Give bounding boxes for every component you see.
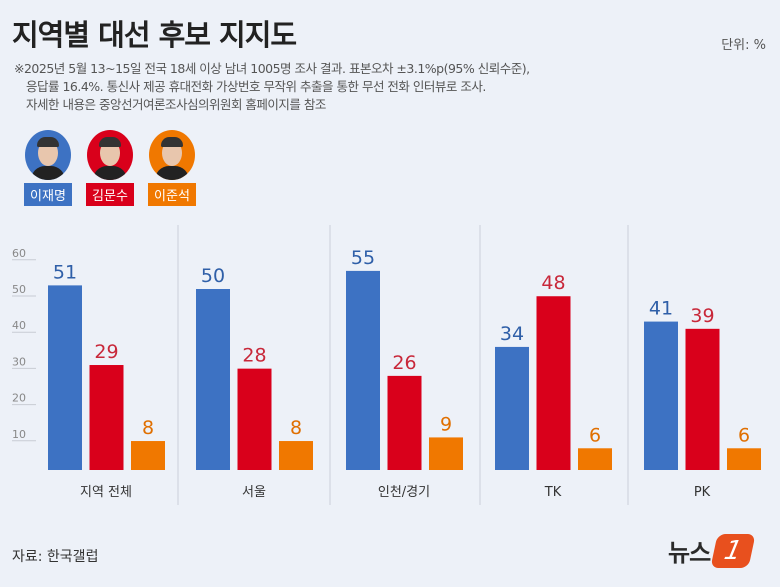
bar — [48, 285, 82, 470]
page-title: 지역별 대선 후보 지지도 — [12, 18, 297, 52]
category-label: PK — [694, 485, 711, 500]
data-label: 8 — [290, 417, 302, 439]
bar — [495, 346, 529, 470]
note-line: ※2025년 5월 13~15일 전국 18세 이상 남녀 1005명 조사 결… — [14, 61, 530, 76]
data-label: 41 — [649, 298, 673, 320]
y-tick-label: 50 — [12, 283, 26, 296]
category-label: 지역 전체 — [80, 485, 132, 500]
logo-text: 뉴스 — [668, 539, 711, 567]
legend-label: 김문수 — [86, 183, 134, 206]
data-label: 48 — [541, 272, 565, 294]
bar — [536, 296, 571, 470]
legend-label: 이준석 — [148, 183, 196, 206]
data-label: 34 — [500, 323, 524, 345]
candidate-photo — [25, 130, 71, 180]
category-label: 인천/경기 — [378, 485, 430, 500]
legend-item: 이재명 — [24, 130, 72, 206]
data-label: 29 — [94, 341, 118, 363]
bar — [685, 328, 720, 470]
bar — [578, 448, 612, 470]
bar — [387, 375, 422, 470]
y-tick-label: 30 — [12, 355, 26, 368]
category-label: 서울 — [242, 485, 266, 500]
unit-label: 단위: % — [721, 38, 766, 53]
news1-logo: 뉴스 1 — [668, 533, 756, 568]
candidate-photo — [149, 130, 195, 180]
legend-item: 이준석 — [148, 130, 196, 206]
bar — [279, 441, 313, 470]
bar — [131, 441, 165, 470]
legend-item: 김문수 — [86, 130, 134, 206]
source: 자료: 한국갤럽 — [12, 549, 99, 565]
category-label: TK — [544, 485, 562, 500]
y-tick-label: 10 — [12, 428, 26, 441]
bar — [727, 448, 761, 470]
bar — [89, 365, 124, 470]
data-label: 8 — [142, 417, 154, 439]
data-label: 51 — [53, 261, 77, 283]
survey-note: ※2025년 5월 13~15일 전국 18세 이상 남녀 1005명 조사 결… — [14, 60, 530, 114]
y-tick-label: 20 — [12, 392, 26, 405]
data-label: 26 — [392, 352, 416, 374]
data-label: 6 — [738, 424, 750, 446]
y-tick-label: 40 — [12, 319, 26, 332]
data-label: 6 — [589, 424, 601, 446]
logo-mark: 1 — [710, 533, 756, 568]
note-line: 응답률 16.4%. 통신사 제공 휴대전화 가상번호 무작위 추출을 통한 무… — [26, 79, 486, 94]
note-line: 자세한 내용은 중앙선거여론조사심의위원회 홈페이지를 참조 — [26, 97, 326, 112]
legend-label: 이재명 — [24, 183, 72, 206]
bar — [237, 368, 272, 470]
y-tick-label: 60 — [12, 247, 26, 260]
bar — [644, 321, 678, 470]
bar — [346, 270, 380, 470]
bar — [429, 437, 463, 470]
data-label: 50 — [201, 265, 225, 287]
data-label: 39 — [690, 305, 714, 327]
bar — [196, 289, 230, 470]
data-label: 9 — [440, 413, 452, 435]
data-label: 28 — [242, 345, 266, 367]
data-label: 55 — [351, 247, 375, 269]
candidate-photo — [87, 130, 133, 180]
